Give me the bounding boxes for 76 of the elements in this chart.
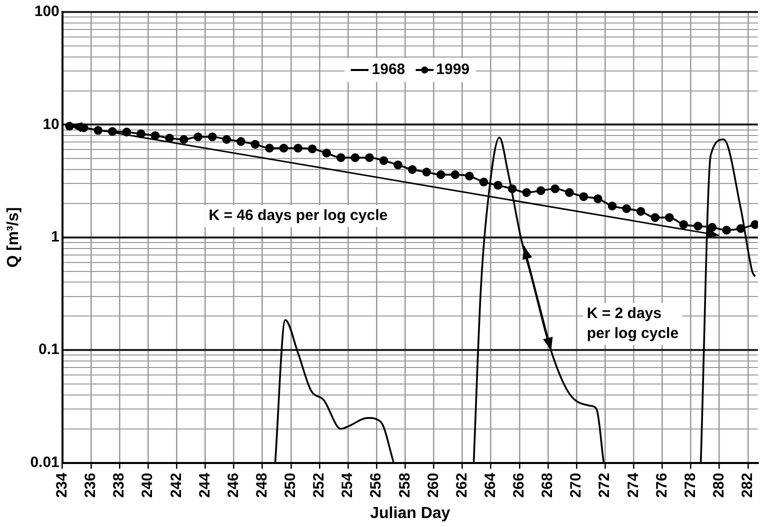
y-tick-label: 0.1 bbox=[38, 341, 60, 358]
y-tick-label: 0.01 bbox=[30, 454, 60, 471]
x-tick-label: 248 bbox=[253, 472, 270, 498]
point bbox=[222, 135, 232, 144]
x-tick-label: 236 bbox=[82, 472, 100, 498]
x-tick-label: 272 bbox=[596, 472, 614, 498]
x-tick-label: 250 bbox=[282, 472, 300, 498]
point bbox=[150, 131, 160, 140]
point bbox=[494, 180, 502, 190]
point bbox=[394, 160, 402, 170]
annotation: K = 2 days per log cycle bbox=[582, 302, 683, 345]
point bbox=[236, 137, 246, 146]
x-tick-label: 274 bbox=[624, 472, 642, 498]
point bbox=[308, 144, 317, 154]
x-tick-label: 256 bbox=[368, 472, 385, 498]
point bbox=[664, 213, 674, 222]
point bbox=[622, 204, 631, 214]
x-tick-label: 278 bbox=[682, 472, 699, 498]
x-tick-label: 254 bbox=[339, 472, 356, 498]
point bbox=[279, 144, 288, 152]
y-tick-label: 10 bbox=[42, 116, 60, 133]
point bbox=[294, 144, 302, 152]
point bbox=[522, 188, 531, 197]
x-tick-label: 238 bbox=[110, 472, 128, 498]
point bbox=[608, 202, 617, 210]
point bbox=[408, 165, 417, 174]
point bbox=[194, 132, 202, 142]
point bbox=[422, 168, 431, 176]
point bbox=[550, 184, 560, 194]
x-tick-label: 276 bbox=[653, 472, 670, 498]
point bbox=[350, 153, 360, 162]
point bbox=[165, 134, 174, 143]
x-tick-label: 258 bbox=[396, 472, 414, 498]
x-tick-label: 280 bbox=[710, 472, 728, 498]
point bbox=[564, 188, 574, 197]
point bbox=[450, 170, 460, 180]
point bbox=[636, 207, 646, 216]
x-tick-label: 240 bbox=[139, 472, 156, 498]
point bbox=[650, 213, 660, 222]
x-tick-label: 244 bbox=[196, 472, 214, 498]
point bbox=[708, 222, 717, 232]
legend-label: 1999 bbox=[436, 60, 470, 80]
point bbox=[379, 156, 388, 166]
x-tick-label: 266 bbox=[510, 472, 528, 498]
point bbox=[536, 186, 546, 196]
point bbox=[579, 192, 588, 202]
y-tick-label: 100 bbox=[34, 3, 60, 20]
point bbox=[250, 140, 260, 149]
point bbox=[465, 172, 474, 180]
x-tick-label: 260 bbox=[424, 472, 442, 498]
annotation: K = 46 days per log cycle bbox=[204, 204, 392, 227]
point bbox=[679, 220, 688, 229]
x-tick-label: 234 bbox=[54, 472, 71, 498]
x-tick-label: 262 bbox=[453, 472, 470, 498]
point bbox=[479, 178, 488, 186]
point bbox=[365, 153, 374, 162]
point bbox=[722, 226, 731, 235]
legend-label: 1968 bbox=[372, 60, 406, 80]
x-tick-label: 282 bbox=[739, 472, 756, 498]
x-tick-label: 268 bbox=[539, 472, 556, 498]
x-tick-label: 270 bbox=[568, 472, 585, 498]
point bbox=[694, 222, 702, 230]
point bbox=[179, 135, 188, 144]
point bbox=[336, 153, 346, 162]
x-tick-label: 246 bbox=[224, 472, 242, 498]
point bbox=[322, 148, 332, 158]
x-tick-label: 264 bbox=[482, 472, 499, 498]
y-axis-title: Q [m³/s] bbox=[5, 207, 22, 268]
point bbox=[265, 144, 274, 152]
x-tick-label: 242 bbox=[168, 472, 185, 498]
point bbox=[208, 132, 217, 142]
x-axis-title: Julian Day bbox=[370, 504, 450, 522]
x-tick-label: 252 bbox=[310, 472, 328, 498]
y-tick-label: 1 bbox=[51, 228, 60, 246]
point bbox=[436, 170, 446, 180]
point bbox=[594, 194, 602, 204]
